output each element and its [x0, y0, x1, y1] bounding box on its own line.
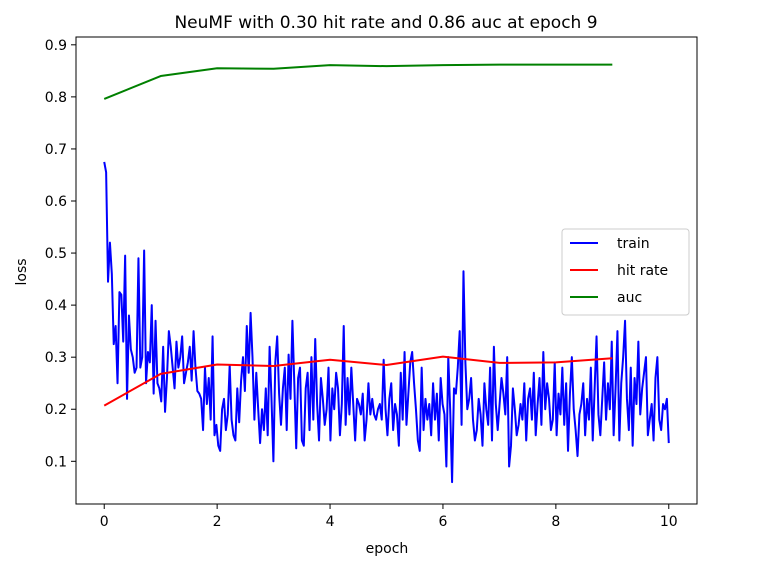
x-tick-label: 10 — [660, 514, 678, 530]
y-tick-label: 0.5 — [45, 246, 67, 262]
legend-label-auc: auc — [617, 290, 642, 306]
x-tick-label: 4 — [326, 514, 335, 530]
x-axis-ticks: 0 2 4 6 8 10 — [100, 504, 678, 530]
y-tick-label: 0.6 — [45, 194, 67, 210]
y-tick-label: 0.2 — [45, 402, 67, 418]
chart-title: NeuMF with 0.30 hit rate and 0.86 auc at… — [174, 13, 597, 33]
x-tick-label: 8 — [551, 514, 560, 530]
legend-box — [561, 228, 690, 316]
x-axis-label: epoch — [366, 541, 409, 557]
x-tick-label: 2 — [213, 514, 222, 530]
y-axis-ticks: 0.1 0.2 0.3 0.4 0.5 0.6 0.7 0.8 0.9 — [45, 38, 76, 470]
y-tick-label: 0.9 — [45, 38, 67, 54]
legend-label-hit-rate: hit rate — [617, 263, 668, 279]
x-tick-label: 0 — [100, 514, 109, 530]
legend-label-train: train — [617, 236, 650, 252]
series-line-hit-rate — [103, 355, 613, 407]
y-tick-label: 0.3 — [45, 350, 67, 366]
y-tick-label: 0.8 — [45, 90, 67, 106]
plot-lines — [103, 63, 670, 484]
series-line-train — [103, 161, 670, 484]
y-tick-label: 0.7 — [45, 142, 67, 158]
x-tick-label: 6 — [438, 514, 447, 530]
plot-frame — [75, 36, 698, 505]
y-tick-label: 0.4 — [45, 298, 67, 314]
y-tick-label: 0.1 — [45, 454, 67, 470]
series-line-auc — [103, 63, 613, 100]
legend: train hit rate auc — [561, 228, 690, 316]
y-axis-label: loss — [14, 258, 30, 285]
